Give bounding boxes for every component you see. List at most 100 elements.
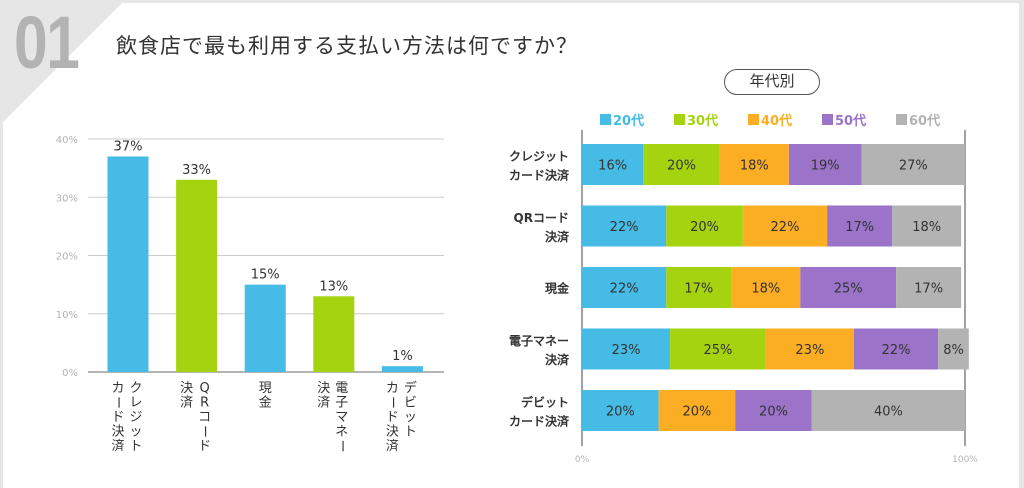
stacked-segment — [731, 267, 801, 308]
stacked-segment — [670, 328, 766, 370]
row-category-label: カード決済 — [509, 168, 570, 183]
segment-value-label: 20% — [667, 159, 696, 174]
segment-value-label: 25% — [704, 343, 733, 358]
x-category-label-char: ド — [111, 410, 124, 425]
x-category-label-char: ド — [198, 439, 211, 454]
segment-value-label: 17% — [914, 282, 943, 297]
stacked-segment — [811, 390, 965, 431]
y-tick-label: 30% — [56, 193, 78, 204]
legend-item: 40代 — [748, 110, 822, 129]
x-category-label-char: デ — [404, 380, 417, 396]
segment-value-label: 22% — [610, 282, 639, 297]
legend-label: 40代 — [761, 114, 793, 129]
x-category-label-char: Q — [199, 381, 209, 396]
segment-value-label: 16% — [598, 159, 627, 174]
row-category-label: 現金 — [545, 281, 570, 296]
x-category-label-char: コ — [198, 410, 211, 425]
x-category-label-char: 決 — [180, 381, 193, 396]
bar-value-label: 1% — [392, 349, 413, 364]
x-category-label-char: 決 — [386, 425, 399, 440]
stacked-segment — [582, 328, 671, 370]
row-category-label: カード決済 — [509, 414, 570, 429]
x-category-label-char: ド — [386, 410, 399, 425]
stacked-segment — [582, 390, 659, 431]
bar — [313, 296, 355, 372]
stacked-segment — [666, 267, 732, 308]
segment-value-label: 40% — [874, 405, 903, 420]
legend-swatch — [896, 114, 907, 125]
legend-item: 50代 — [822, 110, 896, 129]
legend-label: 50代 — [835, 114, 867, 129]
stacked-segment — [582, 205, 667, 247]
stacked-segment — [643, 144, 720, 185]
bar-value-label: 13% — [319, 279, 348, 294]
x-category-label-char: 現 — [259, 381, 272, 396]
x-category-label-char: R — [200, 396, 209, 411]
x-category-label-char: ッ — [129, 425, 142, 440]
x-category-label-char: 済 — [386, 438, 399, 454]
segment-value-label: 20% — [690, 220, 719, 235]
x-category-label-char: 決 — [317, 381, 330, 396]
stacked-segment — [658, 390, 736, 431]
legend-item: 30代 — [674, 110, 748, 129]
legend-swatch — [674, 114, 685, 125]
legend-label: 30代 — [687, 114, 719, 129]
x-category-label-char: ク — [129, 381, 142, 396]
stacked-segment — [853, 328, 939, 370]
legend-label: 60代 — [909, 114, 941, 129]
segment-value-label: 23% — [612, 343, 641, 358]
stacked-segment — [735, 390, 812, 431]
stacked-segment — [788, 144, 862, 185]
segment-value-label: 20% — [759, 405, 788, 420]
x-category-label-char: 電 — [335, 381, 348, 396]
stacked-segment — [827, 205, 893, 247]
y-tick-label: 0% — [62, 368, 78, 379]
age-group-label: 年代別 — [724, 69, 820, 95]
segment-value-label: 17% — [684, 282, 713, 297]
x-category-label-char: ジ — [129, 410, 142, 425]
segment-value-label: 23% — [795, 343, 824, 358]
x-tick-label: 0% — [575, 455, 590, 465]
segment-value-label: 17% — [845, 220, 874, 235]
stacked-segment — [742, 205, 828, 247]
stacked-segment — [765, 328, 854, 370]
stacked-segment — [719, 144, 789, 185]
y-tick-label: 10% — [56, 310, 78, 321]
segment-value-label: 18% — [912, 220, 941, 235]
segment-value-label: 27% — [899, 159, 928, 174]
x-category-label-char: 子 — [335, 396, 348, 411]
segment-value-label: 18% — [740, 159, 769, 174]
x-category-label-char: ト — [129, 439, 142, 454]
row-category-label: 決済 — [545, 352, 570, 367]
x-category-label-char: ー — [110, 396, 125, 409]
y-tick-label: 40% — [56, 135, 78, 146]
stacked-segment — [896, 267, 962, 308]
x-category-label-char: 済 — [111, 438, 124, 454]
bar — [107, 156, 149, 372]
page-title: 飲食店で最も利用する支払い方法は何ですか？ — [116, 34, 578, 58]
segment-value-label: 18% — [751, 282, 780, 297]
x-category-label-char: レ — [129, 396, 142, 411]
bar — [176, 179, 218, 372]
segment-value-label: 20% — [682, 405, 711, 420]
stacked-segment — [892, 205, 962, 247]
x-category-label-char: 決 — [111, 425, 124, 440]
x-category-label-char: ー — [384, 396, 399, 409]
legend-swatch — [600, 114, 611, 125]
x-tick-label: 100% — [952, 455, 978, 465]
row-category-label: デビット — [521, 395, 569, 410]
x-category-label-char: 済 — [317, 395, 330, 411]
segment-value-label: 8% — [943, 343, 964, 358]
x-category-label-char: カ — [111, 381, 124, 396]
segment-value-label: 25% — [834, 282, 863, 297]
legend: 20代 30代 40代 50代 60代 — [600, 110, 970, 129]
x-category-label-char: 金 — [259, 395, 272, 411]
bar-value-label: 37% — [114, 139, 143, 154]
segment-value-label: 22% — [610, 220, 639, 235]
bar — [381, 366, 423, 372]
x-category-label-char: ッ — [404, 410, 417, 425]
bar — [244, 284, 286, 372]
stacked-segment — [800, 267, 897, 308]
segment-value-label: 22% — [882, 343, 911, 358]
